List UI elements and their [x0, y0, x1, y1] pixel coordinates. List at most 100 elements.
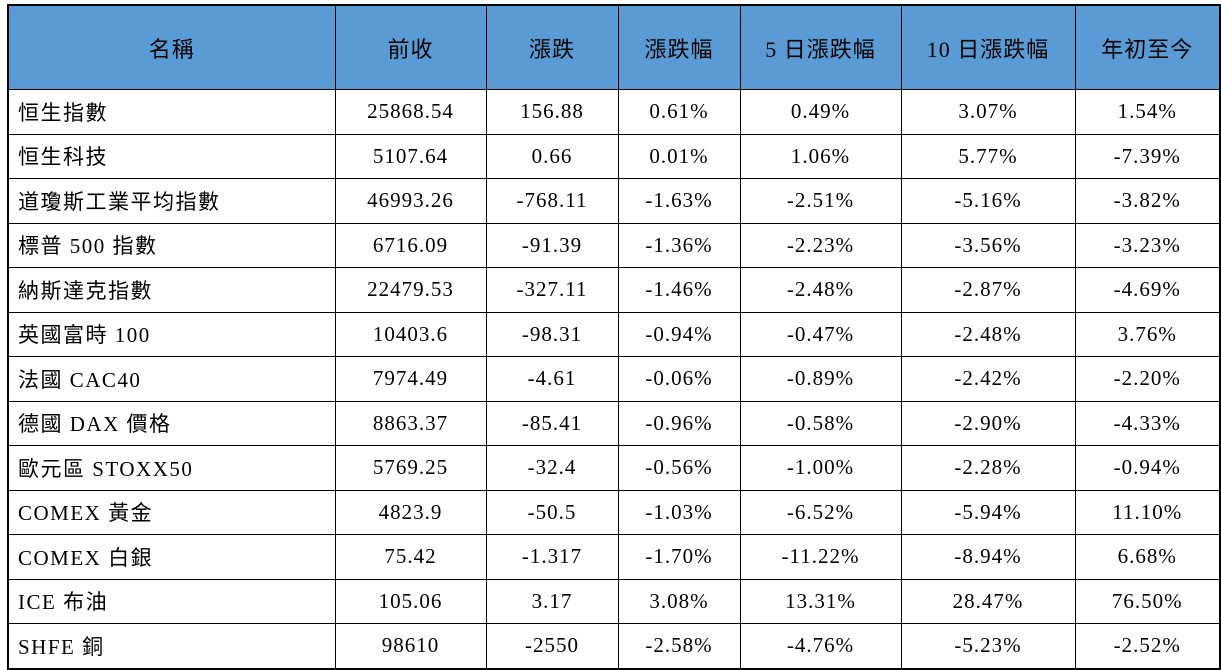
cell-change_pct_5d: -4.76%: [739, 623, 902, 669]
cell-change: 0.66: [485, 133, 619, 179]
cell-change: -4.61: [485, 356, 619, 402]
cell-change: -50.5: [485, 489, 619, 535]
cell-change_pct_5d: -11.22%: [739, 534, 902, 580]
cell-name: COMEX 白銀: [7, 534, 336, 580]
cell-prev_close: 46993.26: [334, 178, 487, 224]
cell-change: -1.317: [485, 534, 619, 580]
cell-change_pct: -1.70%: [617, 534, 741, 580]
cell-change_pct: -2.58%: [617, 623, 741, 669]
column-header-change: 漲跌: [485, 4, 619, 90]
table-row: 德國 DAX 價格 8863.37 -85.41 -0.96% -0.58% -2.90%…: [7, 400, 1221, 446]
cell-change_pct_5d: -2.23%: [739, 222, 902, 268]
cell-change_pct_5d: -0.47%: [739, 311, 902, 357]
cell-ytd: -2.52%: [1074, 623, 1221, 669]
cell-name: 英國富時 100: [7, 311, 336, 357]
market-index-table-container: 名稱 前收 漲跌 漲跌幅 5 日漲跌幅 10 日漲跌幅 年初至今 恒生指數 25868.54 1…: [7, 4, 1221, 670]
cell-change: -2550: [485, 623, 619, 669]
cell-change_pct: -1.63%: [617, 178, 741, 224]
cell-name: 德國 DAX 價格: [7, 400, 336, 446]
cell-change: -768.11: [485, 178, 619, 224]
cell-change_pct_10d: -5.23%: [900, 623, 1076, 669]
cell-ytd: -0.94%: [1074, 445, 1221, 491]
cell-change_pct: -0.06%: [617, 356, 741, 402]
cell-change_pct_5d: 1.06%: [739, 133, 902, 179]
cell-prev_close: 5107.64: [334, 133, 487, 179]
cell-change_pct_10d: -2.42%: [900, 356, 1076, 402]
cell-ytd: -7.39%: [1074, 133, 1221, 179]
table-row: 納斯達克指數 22479.53 -327.11 -1.46% -2.48% -2.87% -…: [7, 267, 1221, 313]
table-row: 標普 500 指數 6716.09 -91.39 -1.36% -2.23% -3.56%…: [7, 222, 1221, 268]
cell-prev_close: 75.42: [334, 534, 487, 580]
cell-change_pct_5d: -1.00%: [739, 445, 902, 491]
cell-prev_close: 105.06: [334, 578, 487, 624]
cell-change_pct: -0.94%: [617, 311, 741, 357]
cell-change_pct_5d: 13.31%: [739, 578, 902, 624]
table-row: 歐元區 STOXX50 5769.25 -32.4 -0.56% -1.00% -2.28…: [7, 445, 1221, 491]
cell-prev_close: 22479.53: [334, 267, 487, 313]
cell-prev_close: 25868.54: [334, 89, 487, 135]
cell-change_pct_10d: -2.87%: [900, 267, 1076, 313]
cell-change_pct_10d: 3.07%: [900, 89, 1076, 135]
column-header-ytd: 年初至今: [1074, 4, 1221, 90]
cell-change_pct: 3.08%: [617, 578, 741, 624]
cell-change_pct_10d: -2.28%: [900, 445, 1076, 491]
cell-change_pct: 0.61%: [617, 89, 741, 135]
cell-name: COMEX 黃金: [7, 489, 336, 535]
cell-change_pct: -1.36%: [617, 222, 741, 268]
table-row: 恒生指數 25868.54 156.88 0.61% 0.49% 3.07% 1.54%: [7, 89, 1221, 135]
cell-name: 法國 CAC40: [7, 356, 336, 402]
cell-name: 歐元區 STOXX50: [7, 445, 336, 491]
table-row: SHFE 銅 98610 -2550 -2.58% -4.76% -5.23% -2.52%: [7, 623, 1221, 669]
table-body: 恒生指數 25868.54 156.88 0.61% 0.49% 3.07% 1.54% 恒生…: [7, 89, 1221, 669]
cell-change_pct_10d: -2.90%: [900, 400, 1076, 446]
cell-change_pct_10d: 28.47%: [900, 578, 1076, 624]
cell-ytd: -3.82%: [1074, 178, 1221, 224]
table-row: 英國富時 100 10403.6 -98.31 -0.94% -0.47% -2.48% 3…: [7, 311, 1221, 357]
table-row: COMEX 白銀 75.42 -1.317 -1.70% -11.22% -8.94% 6.…: [7, 534, 1221, 580]
cell-change: 3.17: [485, 578, 619, 624]
column-header-name: 名稱: [7, 4, 336, 90]
cell-change_pct_5d: 0.49%: [739, 89, 902, 135]
cell-change_pct: -1.03%: [617, 489, 741, 535]
cell-change_pct_10d: -2.48%: [900, 311, 1076, 357]
cell-change_pct_5d: -2.48%: [739, 267, 902, 313]
cell-change_pct: -0.56%: [617, 445, 741, 491]
cell-change: -85.41: [485, 400, 619, 446]
cell-change: 156.88: [485, 89, 619, 135]
cell-prev_close: 98610: [334, 623, 487, 669]
cell-change: -32.4: [485, 445, 619, 491]
table-header: 名稱 前收 漲跌 漲跌幅 5 日漲跌幅 10 日漲跌幅 年初至今: [7, 4, 1221, 90]
column-header-change_pct_5d: 5 日漲跌幅: [739, 4, 902, 90]
column-header-prev_close: 前收: [334, 4, 487, 90]
cell-ytd: 3.76%: [1074, 311, 1221, 357]
cell-change_pct_10d: 5.77%: [900, 133, 1076, 179]
cell-ytd: -4.33%: [1074, 400, 1221, 446]
cell-change_pct_10d: -3.56%: [900, 222, 1076, 268]
cell-name: SHFE 銅: [7, 623, 336, 669]
cell-name: 標普 500 指數: [7, 222, 336, 268]
cell-change: -91.39: [485, 222, 619, 268]
cell-prev_close: 4823.9: [334, 489, 487, 535]
table-row: ICE 布油 105.06 3.17 3.08% 13.31% 28.47% 76.50%: [7, 578, 1221, 624]
cell-ytd: -3.23%: [1074, 222, 1221, 268]
cell-ytd: 6.68%: [1074, 534, 1221, 580]
cell-ytd: 1.54%: [1074, 89, 1221, 135]
cell-prev_close: 7974.49: [334, 356, 487, 402]
table-row: COMEX 黃金 4823.9 -50.5 -1.03% -6.52% -5.94% 11.…: [7, 489, 1221, 535]
cell-change_pct_10d: -8.94%: [900, 534, 1076, 580]
column-header-change_pct: 漲跌幅: [617, 4, 741, 90]
cell-change: -98.31: [485, 311, 619, 357]
cell-ytd: -4.69%: [1074, 267, 1221, 313]
cell-change_pct: -1.46%: [617, 267, 741, 313]
cell-change: -327.11: [485, 267, 619, 313]
cell-prev_close: 5769.25: [334, 445, 487, 491]
table-row: 法國 CAC40 7974.49 -4.61 -0.06% -0.89% -2.42% -2…: [7, 356, 1221, 402]
market-index-table: 名稱 前收 漲跌 漲跌幅 5 日漲跌幅 10 日漲跌幅 年初至今 恒生指數 25868.54 1…: [7, 4, 1221, 670]
header-row: 名稱 前收 漲跌 漲跌幅 5 日漲跌幅 10 日漲跌幅 年初至今: [7, 4, 1221, 90]
cell-ytd: 11.10%: [1074, 489, 1221, 535]
cell-change_pct_5d: -0.89%: [739, 356, 902, 402]
cell-name: 恒生指數: [7, 89, 336, 135]
cell-prev_close: 10403.6: [334, 311, 487, 357]
table-row: 恒生科技 5107.64 0.66 0.01% 1.06% 5.77% -7.39%: [7, 133, 1221, 179]
cell-prev_close: 8863.37: [334, 400, 487, 446]
